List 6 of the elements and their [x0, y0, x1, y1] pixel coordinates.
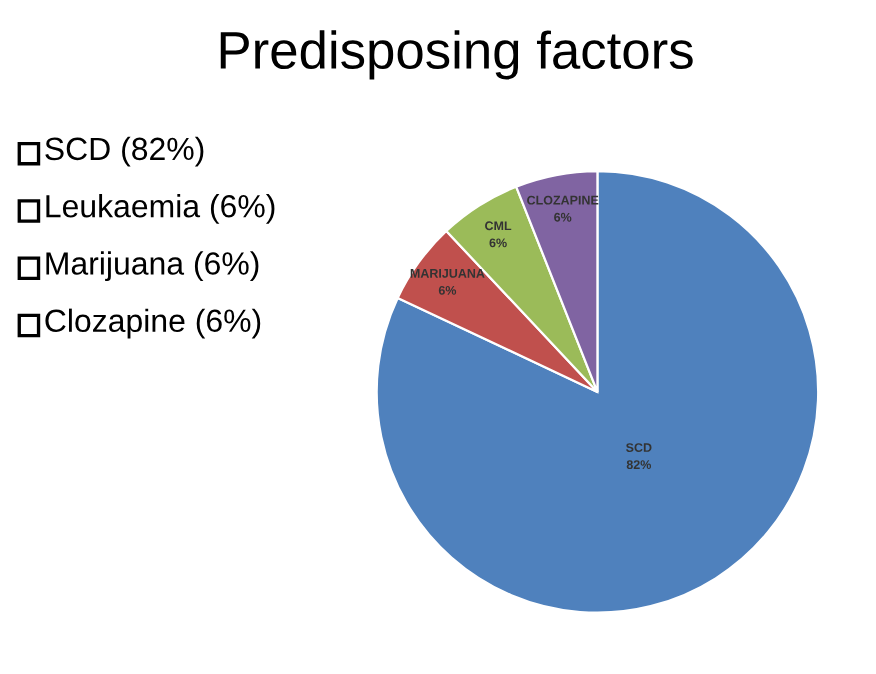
text: Marijuana (6%) [46, 251, 259, 282]
text: SCD (82%) [45, 136, 204, 167]
text: Clozapine (6%) [45, 308, 261, 339]
pie-slice [375, 170, 820, 614]
chart-title: Predisposing factors [220, 30, 693, 80]
text: Leukaemia (6%) [46, 194, 275, 224]
